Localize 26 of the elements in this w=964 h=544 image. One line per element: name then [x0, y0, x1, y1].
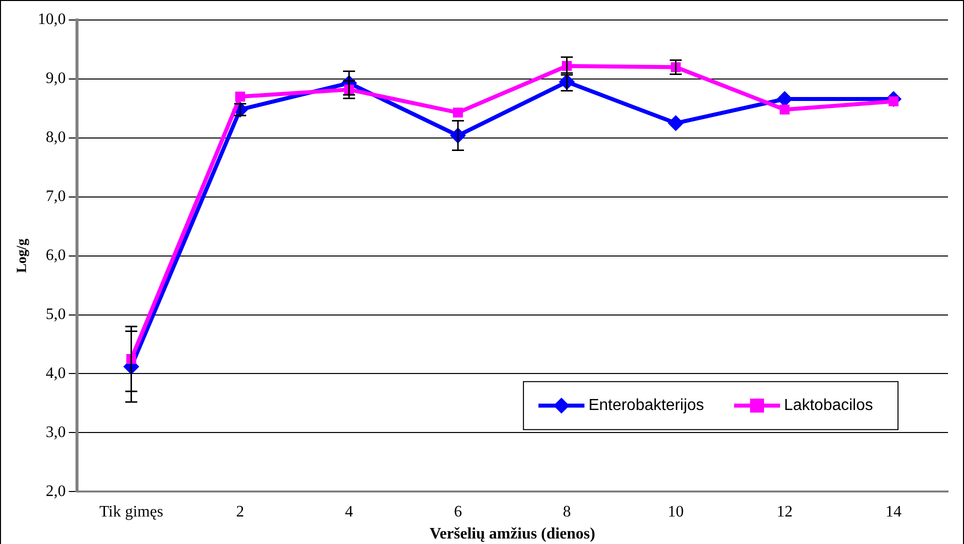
point [780, 104, 790, 115]
x-tick-label: 14 [886, 503, 902, 520]
y-tick-label: 2,0 [46, 482, 66, 500]
point [453, 108, 463, 118]
x-tick-label: 12 [776, 503, 793, 520]
x-tick-label: 6 [454, 503, 462, 520]
x-tick-label: 8 [562, 503, 571, 520]
point [235, 92, 246, 102]
y-tick-label: 3,0 [46, 424, 66, 441]
legend-label: Enterobakterijos [588, 397, 704, 414]
x-tick-label: 10 [668, 503, 684, 520]
y-tick-label: 5,0 [46, 306, 66, 323]
x-tick-label: Tik gimęs [99, 503, 164, 520]
y-tick-label: 10,0 [38, 11, 66, 28]
y-tick-label: 6,0 [46, 247, 66, 264]
x-tick-label: 2 [236, 503, 244, 520]
y-axis-title: Log/g [15, 238, 30, 273]
y-tick-label: 8,0 [46, 129, 66, 146]
x-tick-label: 4 [345, 503, 354, 520]
point [668, 115, 684, 132]
point [776, 90, 793, 107]
x-axis-title: Veršelių amžius (dienos) [430, 526, 596, 543]
legend-label: Laktobacilos [784, 397, 874, 414]
y-tick-label: 9,0 [46, 70, 66, 88]
y-tick-label: 7,0 [46, 188, 66, 206]
y-tick-label: 4,0 [46, 364, 66, 382]
